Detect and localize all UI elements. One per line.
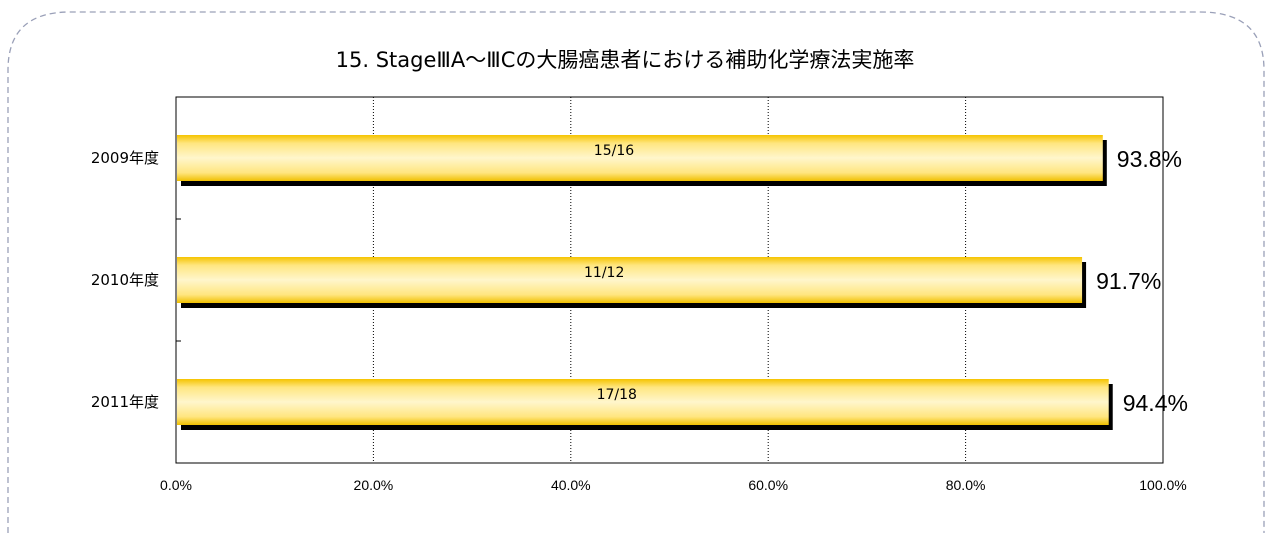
- x-tick-label-100: 100.0%: [1139, 477, 1186, 493]
- bar-fraction-label-2: 11/12: [584, 265, 624, 281]
- x-axis-tick-labels: 0.0% 20.0% 40.0% 60.0% 80.0% 100.0%: [160, 477, 1187, 493]
- bars: 15/16 93.8% 11/12 91.7% 17/18 94.4%: [177, 135, 1188, 430]
- x-tick-label-20: 20.0%: [354, 477, 394, 493]
- y-axis-ticks: [176, 218, 181, 342]
- x-tick-label-0: 0.0%: [160, 477, 192, 493]
- bar-value-label-1: 93.8%: [1117, 146, 1182, 172]
- category-label-3: 2011年度: [91, 393, 159, 411]
- x-tick-label-40: 40.0%: [551, 477, 591, 493]
- bar-fraction-label-3: 17/18: [597, 387, 637, 403]
- bar-fraction-label-1: 15/16: [594, 143, 634, 159]
- chart-frame: [7, 11, 1265, 533]
- bar-value-label-2: 91.7%: [1096, 268, 1161, 294]
- x-tick-label-80: 80.0%: [946, 477, 986, 493]
- bar-3: [177, 379, 1109, 425]
- bar-value-label-3: 94.4%: [1123, 390, 1188, 416]
- x-tick-label-60: 60.0%: [748, 477, 788, 493]
- bar-1: [177, 135, 1103, 181]
- category-label-1: 2009年度: [91, 149, 159, 167]
- plot-area: 15/16 93.8% 11/12 91.7% 17/18 94.4% 0.0% 20.0%…: [91, 96, 1188, 493]
- bar-2: [177, 257, 1083, 303]
- y-axis-category-labels: 2009年度 2010年度 2011年度: [91, 149, 159, 411]
- category-label-2: 2010年度: [91, 271, 159, 289]
- plot-frame: [175, 96, 1164, 464]
- chart-title: 15. StageⅢA～ⅢCの大腸癌患者における補助化学療法実施率: [336, 48, 915, 72]
